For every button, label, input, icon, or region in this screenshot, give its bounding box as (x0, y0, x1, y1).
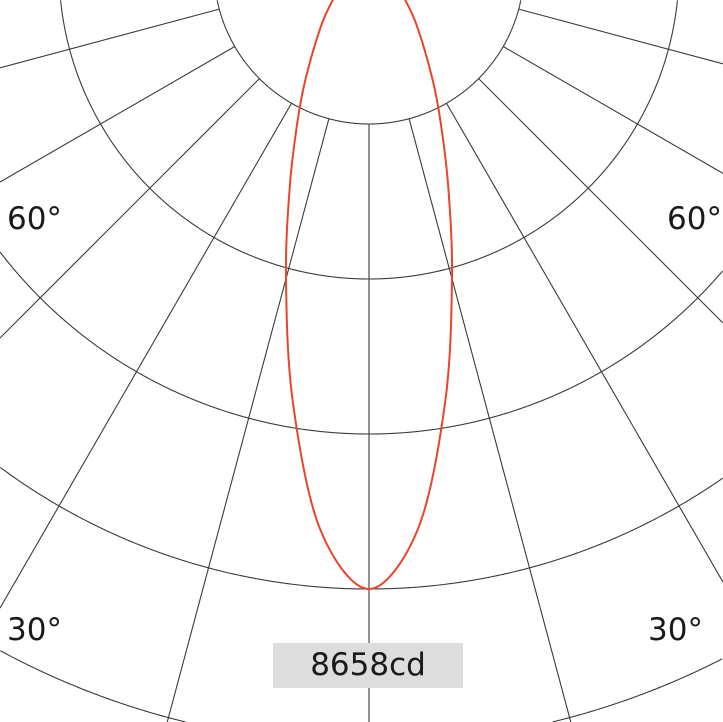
grid-radial-line (0, 78, 260, 339)
grid-radial-line (502, 46, 723, 174)
grid-ring (0, 466, 369, 590)
grid-ring (0, 251, 369, 435)
intensity-curve (284, 0, 454, 591)
grid-ring (369, 0, 522, 125)
grid-ring (369, 477, 723, 590)
angle-label-30-left: 30° (5, 612, 64, 648)
grid-ring (369, 270, 723, 435)
angle-label-60-left: 60° (5, 201, 64, 237)
grid-radial-line (408, 118, 572, 722)
grid-ring (216, 0, 369, 125)
angle-label-60-right: 60° (665, 201, 723, 237)
angle-label-30-right: 30° (646, 612, 705, 648)
grid-radial-line (446, 102, 723, 583)
grid-ring (60, 0, 369, 280)
grid-radial-line (0, 46, 236, 183)
grid-radial-line (478, 78, 723, 324)
intensity-curve-layer (284, 0, 454, 591)
grid-ring (0, 650, 186, 722)
grid-radial-line (0, 102, 292, 609)
max-intensity-label: 8658cd (273, 643, 463, 688)
grid-ring (552, 658, 723, 722)
grid-radial-line (166, 118, 330, 722)
grid-radial-line (0, 8, 220, 69)
grid-ring (369, 0, 678, 280)
grid-radial-line (518, 8, 723, 65)
